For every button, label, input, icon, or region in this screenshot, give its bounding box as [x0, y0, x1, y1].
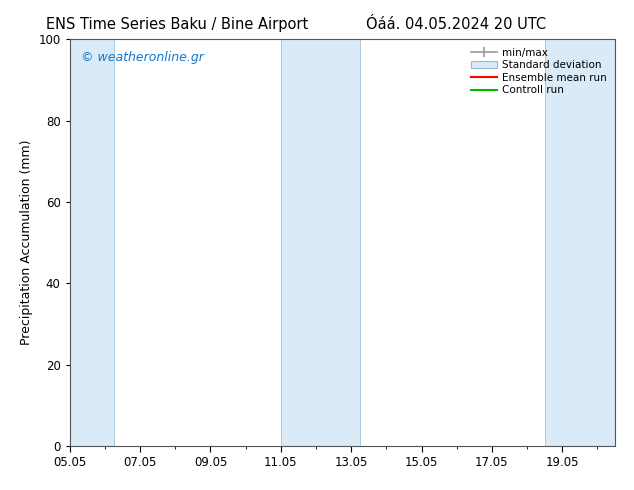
- Text: Óáá. 04.05.2024 20 UTC: Óáá. 04.05.2024 20 UTC: [366, 17, 547, 32]
- Bar: [545, 39, 615, 446]
- Y-axis label: Precipitation Accumulation (mm): Precipitation Accumulation (mm): [20, 140, 33, 345]
- Bar: [70, 39, 113, 446]
- Text: © weatheronline.gr: © weatheronline.gr: [81, 51, 204, 64]
- Text: ENS Time Series Baku / Bine Airport: ENS Time Series Baku / Bine Airport: [46, 17, 309, 32]
- Legend: min/max, Standard deviation, Ensemble mean run, Controll run: min/max, Standard deviation, Ensemble me…: [467, 45, 610, 98]
- Bar: [281, 39, 360, 446]
